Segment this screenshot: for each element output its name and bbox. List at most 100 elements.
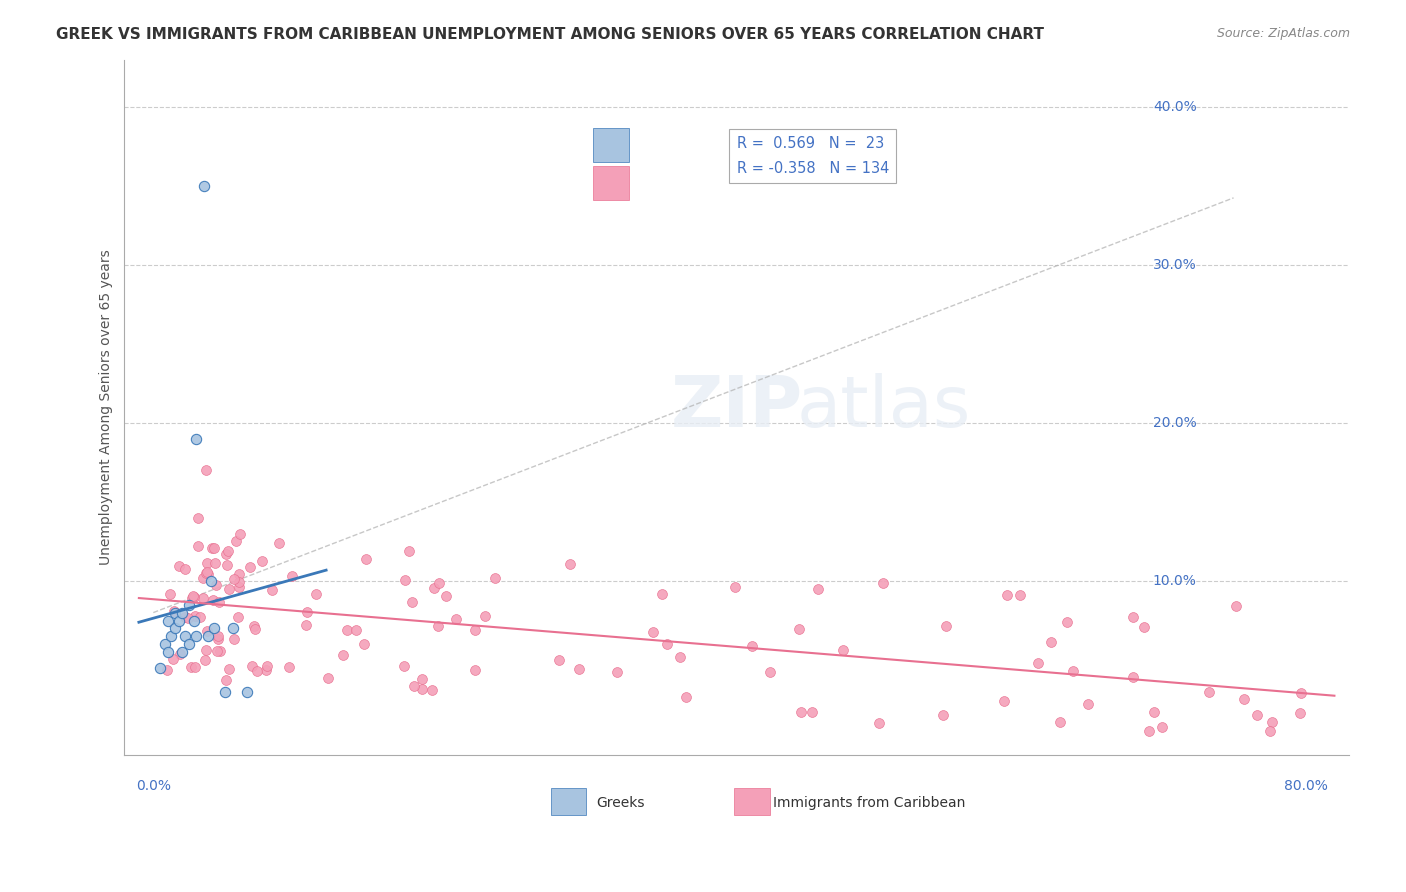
Point	[215, 558, 238, 573]
Point	[995, 588, 1018, 602]
Point	[162, 604, 184, 618]
Point	[194, 643, 217, 657]
Point	[801, 706, 824, 720]
Point	[344, 623, 367, 637]
Point	[281, 568, 304, 582]
Point	[297, 605, 319, 619]
Point	[246, 665, 269, 679]
FancyBboxPatch shape	[551, 789, 586, 815]
Point	[872, 576, 894, 591]
Point	[422, 582, 444, 596]
Point	[218, 582, 240, 596]
Point	[184, 660, 207, 674]
Point	[180, 660, 202, 674]
Point	[197, 629, 219, 643]
Text: Greeks: Greeks	[596, 797, 644, 811]
Point	[558, 557, 581, 571]
Point	[195, 557, 218, 571]
Point	[153, 637, 176, 651]
Point	[208, 595, 231, 609]
Point	[218, 662, 240, 676]
Text: 10.0%: 10.0%	[1153, 574, 1197, 588]
Point	[204, 578, 226, 592]
Text: R =  0.569   N =  23
R = -0.358   N = 134: R = 0.569 N = 23 R = -0.358 N = 134	[737, 136, 889, 176]
Point	[184, 609, 207, 624]
Point	[411, 672, 433, 686]
Text: 30.0%: 30.0%	[1153, 258, 1197, 272]
Point	[195, 566, 218, 580]
Point	[305, 586, 328, 600]
FancyBboxPatch shape	[593, 128, 628, 161]
Point	[807, 582, 830, 596]
Point	[186, 629, 208, 643]
Point	[243, 618, 266, 632]
Point	[548, 652, 571, 666]
Point	[229, 526, 252, 541]
Point	[176, 611, 198, 625]
Point	[426, 619, 449, 633]
Point	[217, 544, 239, 558]
Point	[163, 606, 186, 620]
Point	[277, 660, 299, 674]
Point	[657, 637, 679, 651]
Point	[394, 573, 416, 587]
Point	[1039, 635, 1062, 649]
Y-axis label: Unemployment Among Seniors over 65 years: Unemployment Among Seniors over 65 years	[100, 250, 114, 565]
Point	[651, 587, 673, 601]
Point	[262, 582, 284, 597]
Point	[332, 648, 354, 662]
Point	[236, 684, 259, 698]
Point	[191, 591, 214, 606]
Point	[787, 622, 810, 636]
Point	[1026, 656, 1049, 670]
Point	[1291, 686, 1313, 700]
Point	[758, 665, 780, 679]
Point	[205, 644, 228, 658]
Point	[183, 589, 205, 603]
Point	[179, 637, 201, 651]
Point	[188, 609, 211, 624]
Point	[668, 650, 690, 665]
Point	[935, 619, 957, 633]
Point	[207, 632, 229, 647]
Point	[444, 611, 467, 625]
Point	[169, 647, 191, 661]
Point	[790, 706, 813, 720]
Point	[174, 562, 197, 576]
Point	[225, 534, 247, 549]
Point	[1056, 615, 1078, 630]
Point	[195, 624, 218, 639]
Point	[641, 624, 664, 639]
Point	[195, 566, 218, 580]
Text: 0.0%: 0.0%	[136, 779, 170, 792]
Point	[209, 644, 232, 658]
FancyBboxPatch shape	[593, 166, 628, 200]
Point	[202, 541, 225, 555]
Point	[295, 618, 318, 632]
Point	[172, 645, 194, 659]
Point	[1288, 706, 1310, 721]
Point	[932, 707, 955, 722]
Point	[215, 547, 238, 561]
Point	[202, 621, 225, 635]
Point	[224, 632, 246, 646]
Point	[156, 663, 179, 677]
Point	[606, 665, 628, 680]
Point	[156, 614, 179, 628]
Point	[474, 609, 496, 624]
Point	[741, 640, 763, 654]
Point	[214, 684, 236, 698]
Point	[163, 621, 186, 635]
Point	[1233, 692, 1256, 706]
Point	[187, 510, 209, 524]
Point	[179, 598, 201, 612]
Point	[1225, 599, 1247, 613]
Point	[183, 590, 205, 604]
Text: 20.0%: 20.0%	[1153, 416, 1197, 430]
Point	[239, 560, 262, 574]
Text: ZIP: ZIP	[671, 373, 803, 442]
Point	[724, 580, 747, 594]
Point	[269, 536, 291, 550]
Text: Source: ZipAtlas.com: Source: ZipAtlas.com	[1216, 27, 1350, 40]
Point	[226, 610, 249, 624]
